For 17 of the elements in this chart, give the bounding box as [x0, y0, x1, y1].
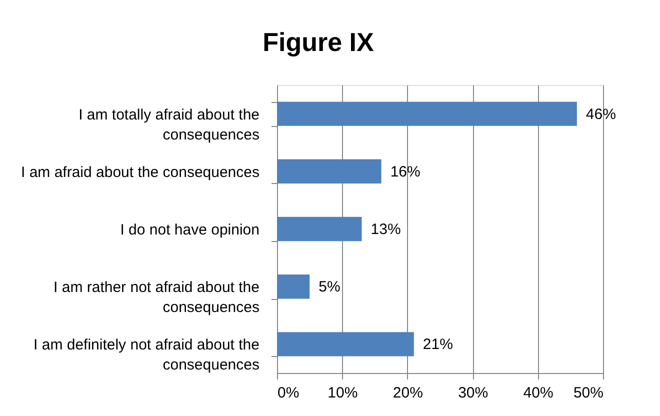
x-tick-label: 10%: [328, 384, 358, 402]
y-tick-label: I am rather not afraid about the consequences: [54, 279, 260, 316]
y-tick-label: I am afraid about the consequences: [21, 164, 260, 181]
data-label: 21%: [422, 336, 453, 354]
x-tick-label: 40%: [523, 384, 554, 402]
chart-title: Figure IX: [262, 27, 374, 57]
data-label: 46%: [586, 106, 616, 123]
data-label: 5%: [318, 278, 340, 296]
x-tick-label: 0%: [278, 384, 300, 402]
x-tick-label: 30%: [458, 384, 488, 402]
y-tick-label: I do not have opinion: [120, 222, 260, 238]
x-tick-label: 20%: [392, 384, 423, 402]
y-tick-label: I am definitely not afraid about the consequences: [34, 336, 260, 374]
data-label: 13%: [370, 221, 401, 238]
x-tick-label: 50%: [573, 384, 604, 402]
y-tick-label: I am totally afraid about the consequences: [78, 106, 260, 144]
data-label: 16%: [390, 163, 420, 180]
